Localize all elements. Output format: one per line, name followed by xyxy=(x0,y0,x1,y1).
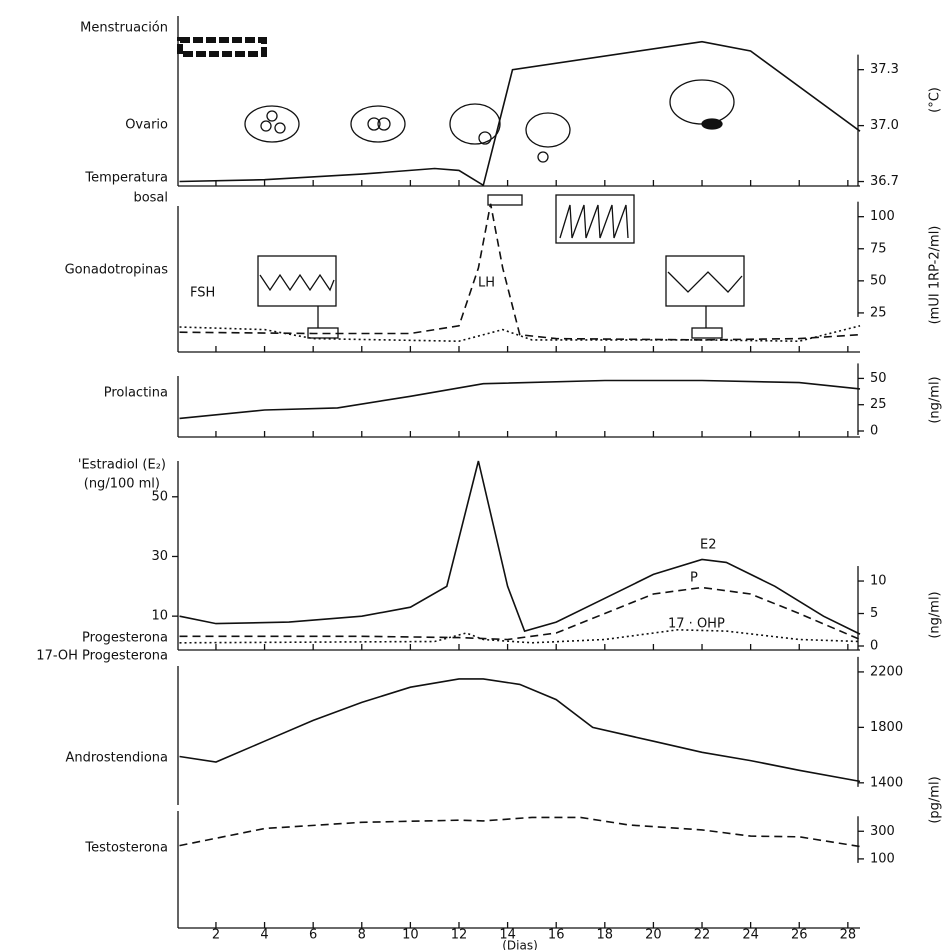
panel-label: Gonadotropinas xyxy=(65,263,169,278)
series-line xyxy=(179,40,861,187)
panel-label: Menstruación xyxy=(80,21,168,36)
y-tick-label: 10 xyxy=(151,609,168,624)
follicle xyxy=(266,110,278,122)
series-line xyxy=(179,379,861,420)
series-line xyxy=(179,460,861,635)
follicle xyxy=(377,117,391,131)
panel-label: Progesterona xyxy=(82,631,168,646)
unit-label: (mUI 1RP-2/ml) xyxy=(928,226,943,325)
pulse-wave xyxy=(259,273,335,292)
pulse-marker xyxy=(487,194,523,206)
series-label: E2 xyxy=(700,538,717,553)
series-line xyxy=(179,678,861,783)
y-tick-label: 50 xyxy=(870,273,887,288)
panel-label: (ng/100 ml) xyxy=(84,477,160,492)
menstruation-bar xyxy=(177,37,267,57)
y-tick-label: 100 xyxy=(870,209,895,224)
y-tick-label: 36.7 xyxy=(870,174,899,189)
y-tick-label: 100 xyxy=(870,851,895,866)
x-tick-label: 8 xyxy=(358,928,366,943)
panel-label: Androstendiona xyxy=(65,751,168,766)
series-line xyxy=(179,586,861,641)
y-tick-label: 50 xyxy=(870,371,887,386)
series-label: 17 · OHP xyxy=(668,617,725,632)
y-tick-label: 37.3 xyxy=(870,62,899,77)
unit-label: (ng/ml) xyxy=(928,591,943,638)
follicle xyxy=(260,120,272,132)
ovary xyxy=(449,103,501,145)
y-tick-label: 25 xyxy=(870,397,887,412)
x-tick-label: 10 xyxy=(402,928,419,943)
ovary xyxy=(244,105,300,143)
y-tick-label: 50 xyxy=(151,489,168,504)
x-tick-label: 6 xyxy=(309,928,317,943)
panel-label: Prolactina xyxy=(104,386,168,401)
follicle xyxy=(478,131,492,145)
pulse-insets xyxy=(257,194,745,339)
unit-label: (°C) xyxy=(928,87,943,113)
y-tick-label: 25 xyxy=(870,305,887,320)
unit-label: (ng/ml) xyxy=(928,376,943,423)
ovary xyxy=(669,79,735,125)
y-tick-label: 75 xyxy=(870,241,887,256)
series-label: P xyxy=(690,571,698,586)
pulse-box xyxy=(665,255,745,307)
y-tick-label: 37.0 xyxy=(870,118,899,133)
follicle xyxy=(367,117,381,131)
follicle xyxy=(274,122,286,134)
x-tick-label: 26 xyxy=(791,928,808,943)
series-label: LH xyxy=(478,276,495,291)
x-tick-label: 28 xyxy=(840,928,857,943)
panel-label: Testosterona xyxy=(84,841,168,856)
ovary xyxy=(350,105,406,143)
panel-label: Temperatura xyxy=(84,171,168,186)
x-tick-label: 16 xyxy=(548,928,565,943)
x-axis-title: (Dias) xyxy=(502,939,538,950)
series-line xyxy=(179,816,861,848)
y2-tick-label: 10 xyxy=(870,574,887,589)
pulse-marker xyxy=(691,327,723,339)
unit-label: (pg/ml) xyxy=(928,776,943,823)
panel-label: bosal xyxy=(133,191,168,206)
x-tick-label: 18 xyxy=(597,928,614,943)
y-tick-label: 30 xyxy=(151,549,168,564)
x-tick-label: 20 xyxy=(645,928,662,943)
panel-label: 17-OH Progesterona xyxy=(36,649,168,664)
panel-label: Ovario xyxy=(125,118,168,133)
pulse-wave xyxy=(559,204,629,239)
pulse-wave xyxy=(667,271,743,293)
series-line xyxy=(179,628,861,644)
x-tick-label: 4 xyxy=(260,928,268,943)
series-line xyxy=(179,203,861,341)
ovum xyxy=(537,151,549,163)
y-tick-label: 0 xyxy=(870,424,878,439)
series-line xyxy=(179,325,861,343)
series-label: FSH xyxy=(190,286,215,301)
menstruation-marks xyxy=(177,37,267,57)
y-tick-label: 1400 xyxy=(870,775,903,790)
x-tick-label: 14 xyxy=(499,928,516,943)
ovary xyxy=(525,112,571,148)
corpus-luteum xyxy=(701,118,723,130)
y-tick-label: 300 xyxy=(870,824,895,839)
y-tick-label: 1800 xyxy=(870,720,903,735)
pulse-box xyxy=(257,255,337,307)
y2-tick-label: 0 xyxy=(870,639,878,654)
x-tick-label: 12 xyxy=(451,928,468,943)
ovary-icons xyxy=(244,79,735,163)
y2-tick-label: 5 xyxy=(870,606,878,621)
x-tick-label: 22 xyxy=(694,928,711,943)
y-tick-label: 2200 xyxy=(870,664,903,679)
x-tick-label: 2 xyxy=(212,928,220,943)
panel-label: 'Estradiol (E₂) xyxy=(78,458,166,473)
x-tick-label: 24 xyxy=(742,928,759,943)
pulse-box xyxy=(555,194,635,244)
